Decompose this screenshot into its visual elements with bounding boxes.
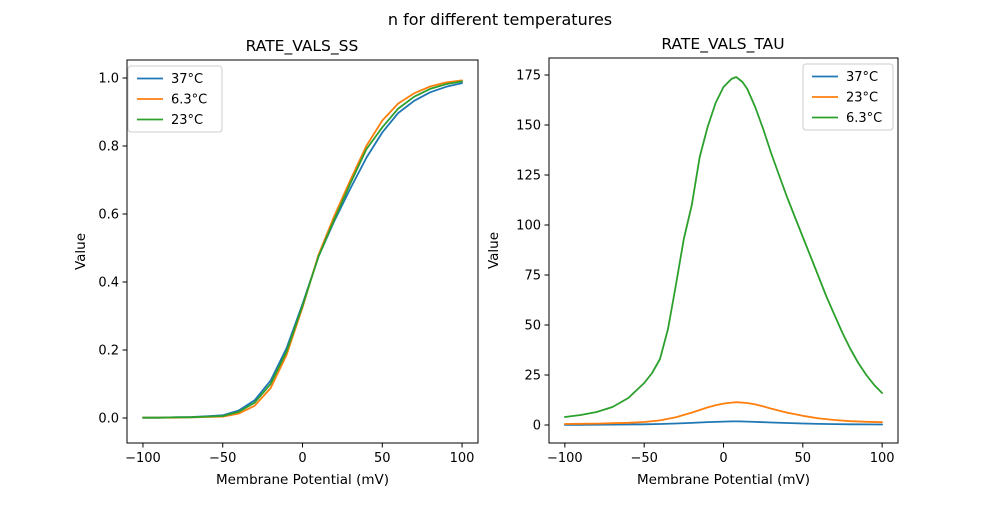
x-tick-label: 0 [298,451,306,466]
subplots-group: −100 −50 0 50 100 0.0 0.2 0.4 0.6 0.8 1.0 RATE_VALS… [73,35,899,488]
y-tick-label: 175 [516,69,541,84]
x-tick-label: 50 [374,451,391,466]
legend-label: 23°C [846,91,878,106]
y-tick-label: 100 [516,219,541,234]
y-tick-label: 50 [524,319,541,334]
legend-label: 6.3°C [846,111,882,126]
series-line-23°C [142,80,463,419]
y-tick-label: 0 [533,419,541,434]
legend: 37°C 23°C 6.3°C [802,63,894,131]
series-line-6.3°C [564,76,883,418]
y-tick-label: 1.0 [98,71,119,86]
legend-label: 6.3°C [171,93,207,108]
legend: 37°C 6.3°C 23°C [127,65,223,133]
legend-box [127,65,223,133]
subplot-title: RATE_VALS_TAU [661,35,784,54]
x-tick-label: −50 [209,451,236,466]
series-line-23°C [564,401,883,425]
x-tick-label: 100 [450,451,475,466]
y-tick-label: 0.4 [98,275,119,290]
series-line-37°C [142,82,463,419]
subplot-tau: −100 −50 0 50 100 0 25 50 75 100 125 150 175 RATE_VAL… [486,35,899,488]
y-tick-label: 0.2 [98,344,119,359]
legend-box [802,63,894,131]
y-tick-label: 125 [516,169,541,184]
y-tick-label: 0.8 [98,139,119,154]
x-axis-label: Membrane Potential (mV) [216,472,389,488]
x-tick-label: −100 [125,451,161,466]
x-tick-label: 50 [795,451,812,466]
x-tick-label: −50 [630,451,657,466]
y-axis-label: Value [73,233,89,270]
legend-label: 37°C [846,70,878,85]
subplot-title: RATE_VALS_SS [246,37,359,56]
y-tick-label: 0.0 [98,412,119,427]
x-axis-label: Membrane Potential (mV) [637,472,810,488]
series-line-37°C [564,420,883,426]
y-tick-label: 25 [524,369,541,384]
y-tick-label: 0.6 [98,207,119,222]
x-tick-label: −100 [547,451,583,466]
y-tick-label: 150 [516,119,541,134]
figure-suptitle: n for different temperatures [388,10,612,29]
y-axis-label: Value [486,232,502,269]
y-tick-label: 75 [524,269,541,284]
x-tick-label: 0 [719,451,727,466]
legend-label: 23°C [171,113,203,128]
subplot-ss: −100 −50 0 50 100 0.0 0.2 0.4 0.6 0.8 1.0 RATE_VALS… [73,37,479,488]
legend-label: 37°C [171,72,203,87]
x-tick-label: 100 [870,451,895,466]
